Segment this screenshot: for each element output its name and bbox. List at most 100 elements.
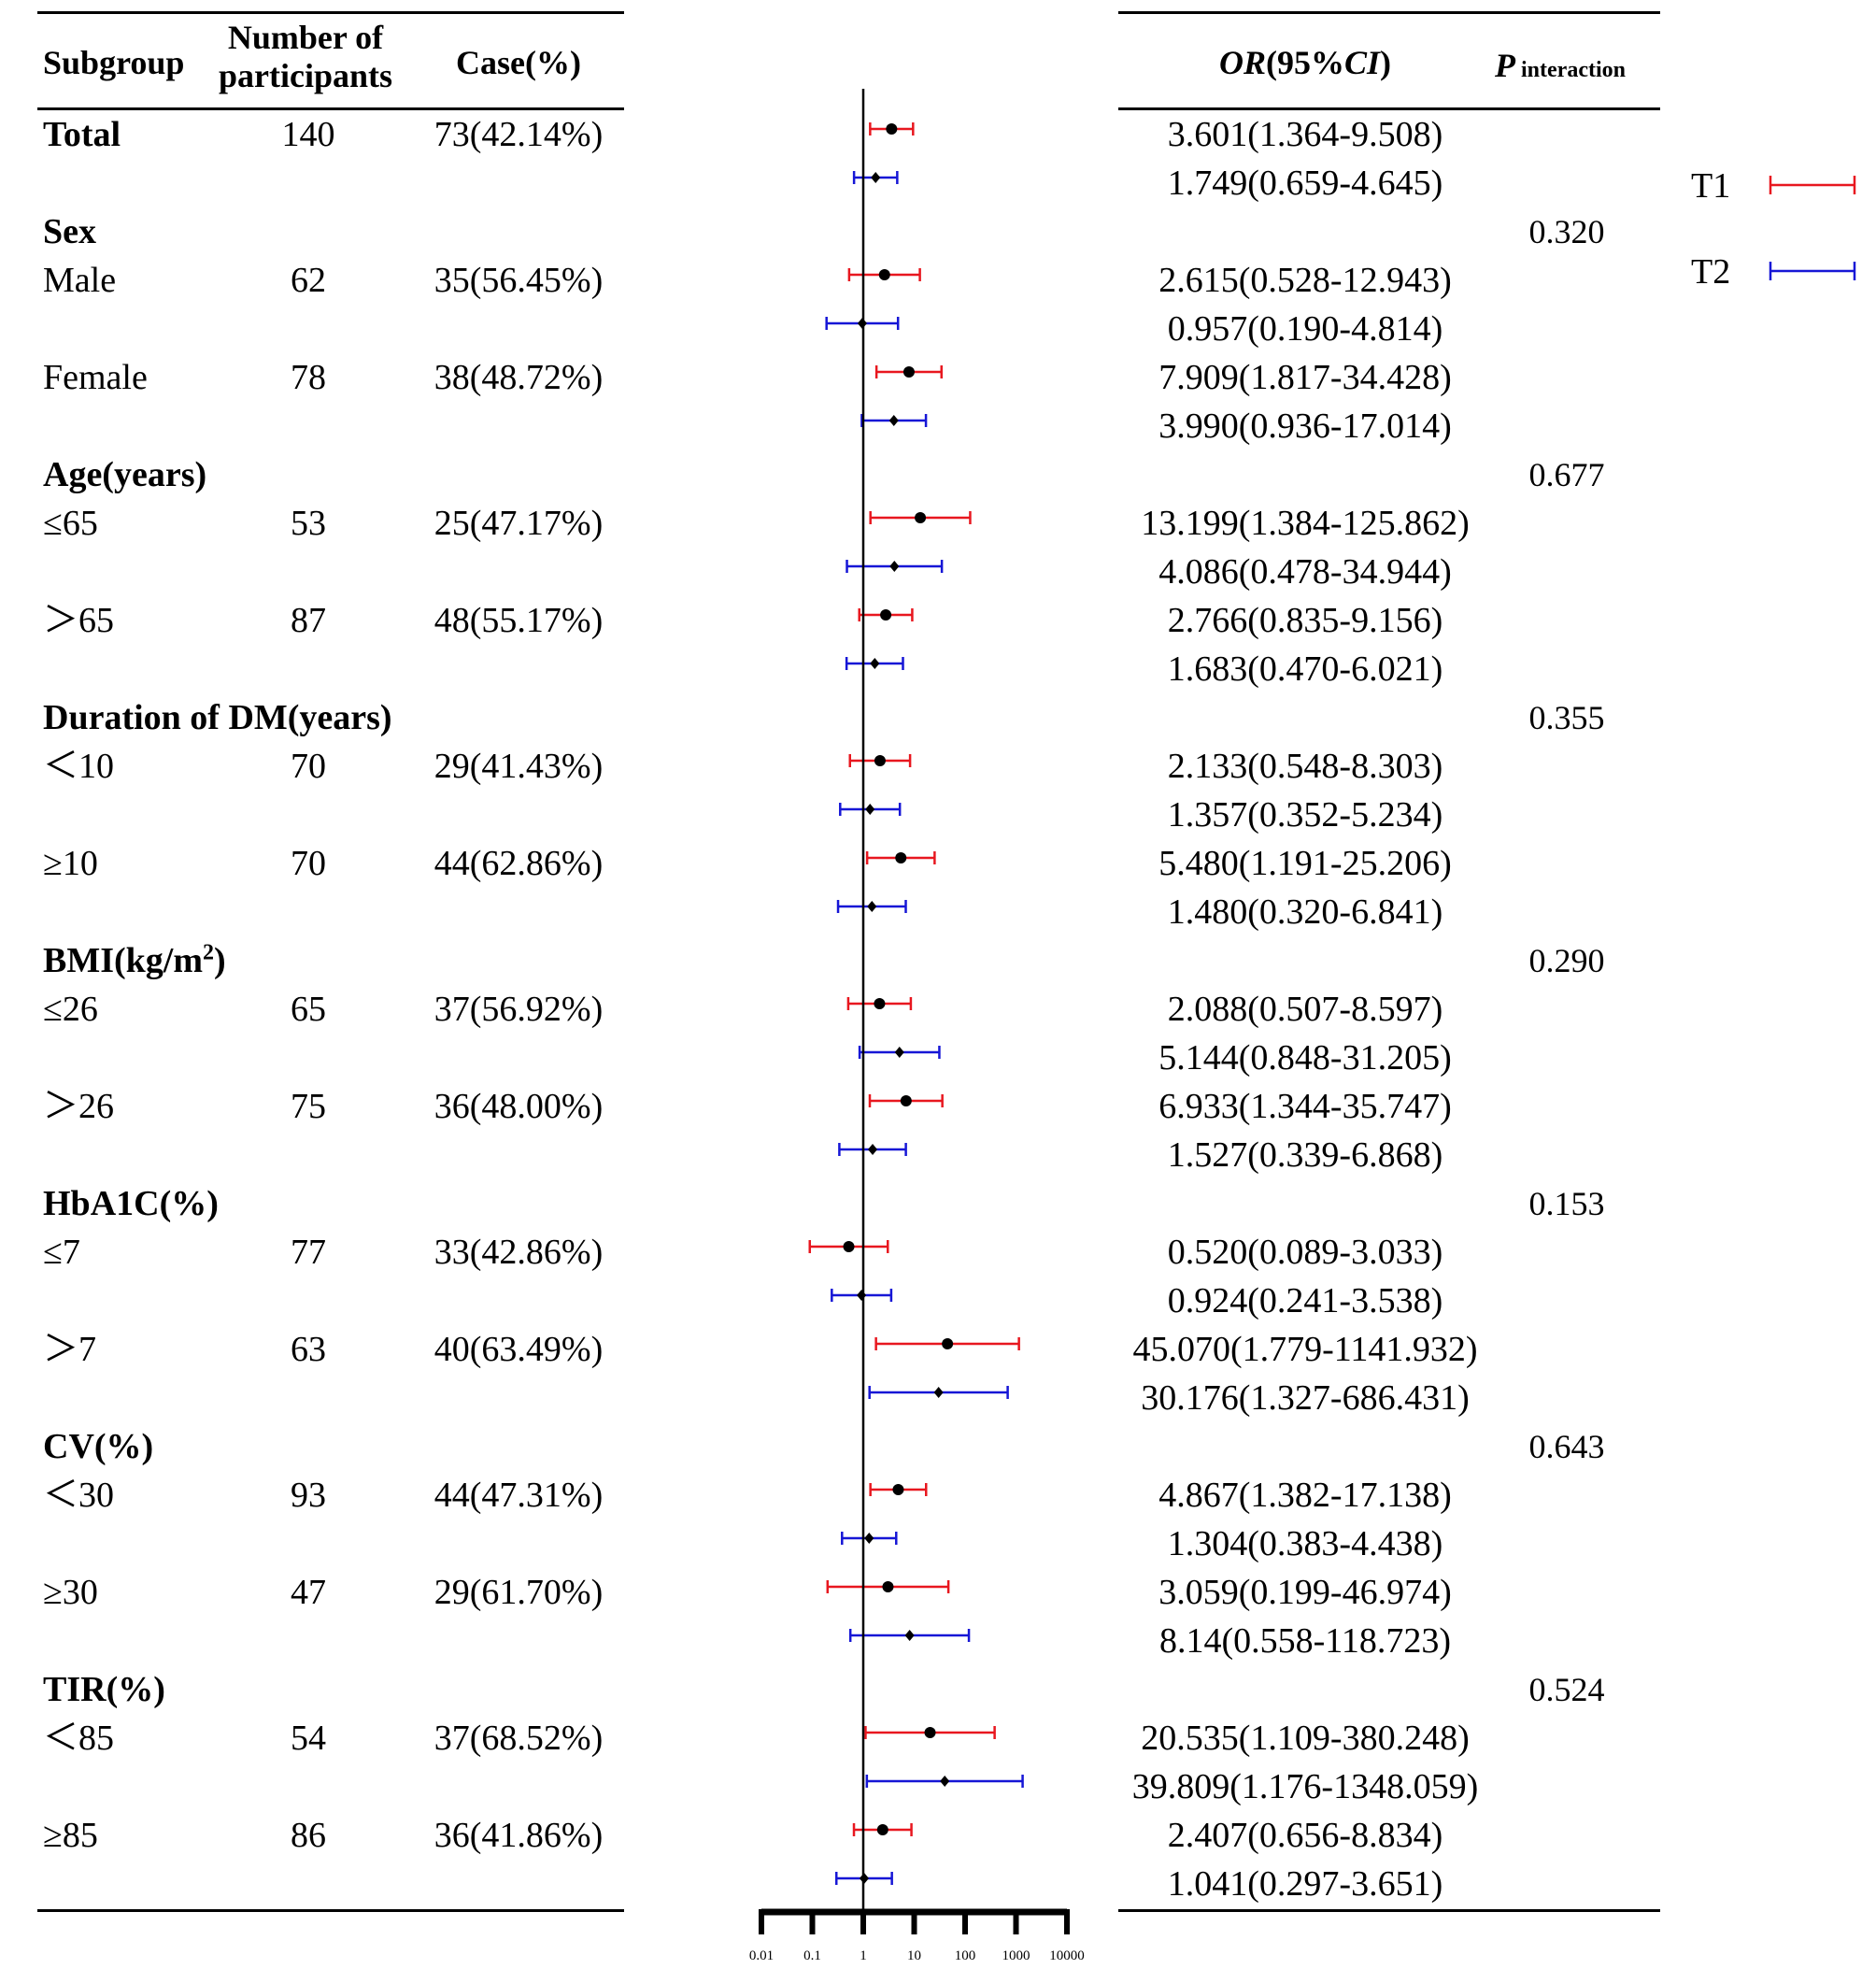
or-ci-value: 5.144(0.848-31.205): [1158, 1038, 1452, 1077]
participants-count: 70: [291, 747, 326, 786]
point-estimate-t2: [857, 1290, 867, 1301]
participants-count: 140: [281, 115, 335, 154]
participants-count: 54: [291, 1719, 326, 1758]
subgroup-label-text: Sex: [43, 212, 96, 251]
left-table-bottom-rule: [37, 1909, 624, 1912]
or-ci-value: 45.070(1.779-1141.932): [1132, 1330, 1478, 1369]
subgroup-heading: Sex: [43, 214, 96, 250]
case-percent: 35(56.45%): [433, 261, 604, 300]
point-estimate-t1: [900, 1095, 912, 1106]
or-ci-value: 2.766(0.835-9.156): [1167, 601, 1443, 640]
point-estimate-t1: [902, 366, 915, 378]
point-estimate-t2: [933, 1387, 944, 1398]
or-ci-value: 13.199(1.384-125.862): [1141, 504, 1470, 543]
subgroup-label: Male: [43, 263, 116, 298]
subgroup-label-text: CV(%): [43, 1427, 154, 1466]
subgroup-heading: Duration of DM(years): [43, 700, 392, 735]
case-percent: 44(62.86%): [433, 844, 604, 883]
left-table-header-rule: [37, 107, 624, 110]
point-estimate-t2: [859, 1873, 869, 1884]
subgroup-label: Female: [43, 360, 148, 395]
case-percent: 29(61.70%): [433, 1573, 604, 1612]
case-percent: 36(41.86%): [433, 1816, 604, 1855]
point-estimate-t1: [874, 755, 886, 766]
point-estimate-t1: [915, 512, 927, 523]
subgroup-heading: HbA1C(%): [43, 1186, 219, 1221]
subgroup-label: ＞7: [43, 1332, 96, 1367]
subgroup-label-text: Duration of DM(years): [43, 698, 392, 737]
or-ci-value: 20.535(1.109-380.248): [1141, 1719, 1470, 1758]
case-percent: 33(42.86%): [433, 1233, 604, 1272]
point-estimate-t2: [865, 804, 875, 815]
right-table-header-rule: [1118, 107, 1660, 110]
x-tick-label: 10: [907, 1948, 921, 1963]
header-or-rest: (95%: [1265, 44, 1344, 81]
subgroup-label-text: ≥10: [43, 844, 98, 883]
subgroup-label: ≥30: [43, 1575, 98, 1610]
or-ci-value: 3.990(0.936-17.014): [1158, 407, 1452, 446]
subgroup-label-text: BMI(kg/m: [43, 941, 203, 980]
participants-count: 87: [291, 601, 326, 640]
participants-count: 77: [291, 1233, 326, 1272]
or-ci-value: 39.809(1.176-1348.059): [1131, 1767, 1479, 1806]
header-participants-line1: Number of: [227, 19, 384, 56]
or-ci-value: 30.176(1.327-686.431): [1141, 1378, 1470, 1418]
subgroup-label-text: Male: [43, 261, 117, 300]
subgroup-heading: Age(years): [43, 457, 206, 492]
subgroup-label: ≥10: [43, 846, 98, 881]
point-estimate-t1: [882, 1581, 894, 1592]
or-ci-value: 4.867(1.382-17.138): [1158, 1476, 1452, 1515]
subgroup-label-text: ≤26: [43, 990, 98, 1029]
p-interaction-value: 0.320: [1528, 213, 1605, 250]
subgroup-label: ＜30: [43, 1477, 114, 1513]
or-ci-value: 4.086(0.478-34.944): [1158, 552, 1452, 592]
point-estimate-t2: [864, 1533, 874, 1544]
header-or-italic: OR: [1218, 44, 1266, 81]
case-percent: 40(63.49%): [433, 1330, 604, 1369]
point-estimate-t2: [871, 172, 881, 183]
or-ci-value: 2.088(0.507-8.597): [1167, 990, 1443, 1029]
point-estimate-t1: [878, 269, 890, 280]
p-interaction-value: 0.524: [1528, 1671, 1605, 1708]
case-percent: 73(42.14%): [433, 115, 604, 154]
case-percent: 25(47.17%): [433, 504, 604, 543]
or-ci-value: 7.909(1.817-34.428): [1158, 358, 1452, 397]
subgroup-label: ≤7: [43, 1234, 80, 1270]
point-estimate-t1: [874, 998, 886, 1009]
left-table-top-rule: [37, 11, 624, 14]
subgroup-label: ＞26: [43, 1089, 114, 1124]
right-table-bottom-rule: [1118, 1909, 1660, 1912]
header-participants: Number of participants: [207, 19, 404, 96]
right-table-top-rule: [1118, 11, 1660, 14]
subgroup-label: ≥85: [43, 1818, 98, 1853]
subgroup-label: Total: [43, 117, 121, 152]
legend-label: T1: [1691, 166, 1731, 206]
or-ci-value: 3.601(1.364-9.508): [1167, 115, 1443, 154]
x-tick-label: 10000: [1049, 1948, 1085, 1963]
point-estimate-t1: [843, 1241, 855, 1252]
or-ci-value: 5.480(1.191-25.206): [1158, 844, 1452, 883]
participants-count: 86: [291, 1816, 326, 1855]
x-tick-label: 1: [860, 1948, 867, 1963]
point-estimate-t2: [868, 1144, 878, 1155]
subgroup-label-text: Female: [43, 358, 148, 397]
subgroup-heading: BMI(kg/m2): [43, 941, 226, 980]
p-interaction-value: 0.677: [1528, 456, 1605, 493]
or-ci-value: 1.749(0.659-4.645): [1167, 164, 1443, 203]
subgroup-label: ＜85: [43, 1720, 114, 1756]
header-close-paren: ): [1380, 44, 1392, 81]
header-case: Case(%): [456, 44, 581, 81]
subgroup-label: ≤26: [43, 992, 98, 1027]
or-ci-value: 1.041(0.297-3.651): [1167, 1864, 1443, 1904]
point-estimate-t2: [904, 1630, 915, 1641]
participants-count: 63: [291, 1330, 326, 1369]
point-estimate-t1: [924, 1727, 936, 1738]
legend-label: T2: [1691, 252, 1731, 292]
case-percent: 48(55.17%): [433, 601, 604, 640]
subgroup-label-text: ≥30: [43, 1573, 98, 1612]
subgroup-label-text: ＞7: [43, 1330, 97, 1369]
participants-count: 53: [291, 504, 326, 543]
case-percent: 36(48.00%): [433, 1087, 604, 1126]
participants-count: 62: [291, 261, 326, 300]
